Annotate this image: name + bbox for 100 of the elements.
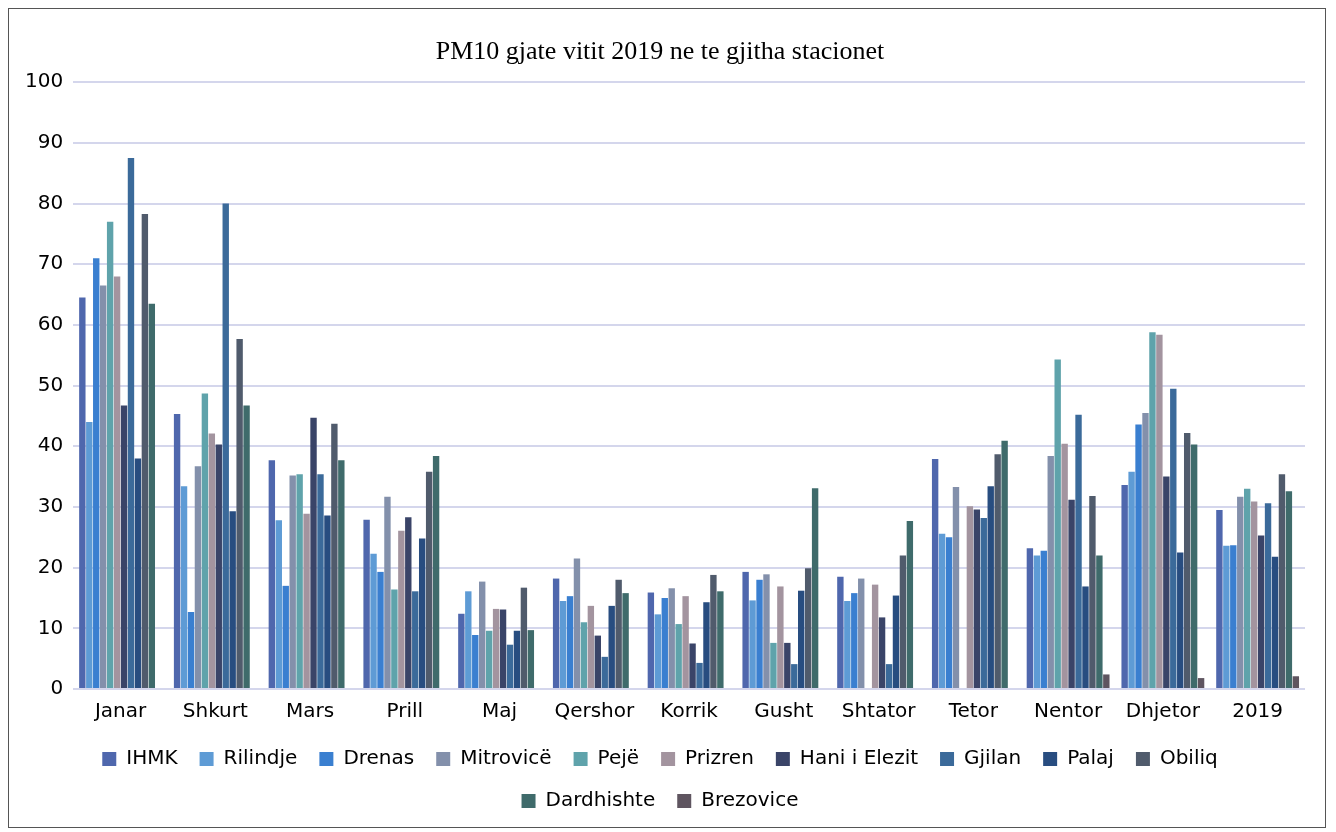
bar bbox=[966, 506, 974, 688]
bar bbox=[987, 486, 994, 688]
y-tick-label: 30 bbox=[37, 493, 64, 518]
bar bbox=[419, 538, 426, 688]
bar bbox=[282, 585, 289, 688]
bar bbox=[559, 601, 567, 688]
bar bbox=[798, 590, 805, 688]
bar bbox=[931, 459, 939, 688]
x-tick-label: Prill bbox=[386, 698, 424, 723]
x-tick-label: Maj bbox=[482, 698, 518, 723]
bar bbox=[1278, 474, 1286, 688]
y-tick-label: 10 bbox=[37, 614, 64, 639]
bar bbox=[405, 517, 412, 688]
bar bbox=[749, 600, 756, 688]
y-tick-label: 70 bbox=[37, 250, 64, 275]
legend-label: Rilindje bbox=[223, 745, 298, 770]
bar bbox=[601, 656, 608, 688]
x-tick-label: Qershor bbox=[554, 698, 636, 723]
bar bbox=[1054, 359, 1061, 688]
legend-label: Pejë bbox=[597, 745, 640, 770]
bar bbox=[804, 568, 812, 688]
bar bbox=[1061, 443, 1068, 688]
bar bbox=[310, 417, 317, 688]
y-tick-label: 0 bbox=[50, 675, 64, 700]
bar bbox=[661, 597, 668, 688]
bar bbox=[1149, 332, 1156, 688]
bar bbox=[696, 662, 703, 688]
bar bbox=[485, 630, 493, 688]
legend-label: Prizren bbox=[685, 745, 754, 770]
bar bbox=[552, 578, 560, 688]
bar bbox=[296, 474, 303, 688]
bar bbox=[1135, 424, 1142, 688]
bar bbox=[1142, 412, 1149, 688]
bar bbox=[1156, 334, 1163, 688]
legend-label: Dardhishte bbox=[545, 787, 656, 812]
bar bbox=[222, 203, 229, 688]
bar bbox=[1244, 488, 1251, 688]
bar bbox=[1190, 444, 1198, 688]
bar bbox=[1121, 485, 1128, 688]
bar bbox=[717, 591, 724, 688]
bar bbox=[777, 586, 784, 688]
bar bbox=[391, 589, 398, 688]
x-tick-label: Shkurt bbox=[182, 698, 248, 723]
x-tick-label: Shtator bbox=[841, 698, 917, 723]
bar bbox=[1264, 503, 1272, 688]
bar bbox=[1047, 455, 1054, 688]
bar bbox=[1271, 556, 1279, 688]
bar bbox=[1163, 476, 1170, 688]
bar bbox=[938, 533, 946, 688]
bar bbox=[1183, 432, 1191, 688]
bar bbox=[871, 584, 879, 688]
bar bbox=[952, 486, 960, 688]
bar bbox=[1285, 491, 1293, 688]
bar bbox=[1223, 545, 1230, 688]
bar bbox=[811, 488, 819, 688]
legend-label: IHMK bbox=[126, 745, 179, 770]
bar bbox=[398, 530, 405, 688]
bar bbox=[763, 574, 770, 688]
bar bbox=[851, 593, 858, 688]
bar bbox=[215, 444, 222, 688]
x-tick-label: Gusht bbox=[754, 698, 814, 723]
bar bbox=[236, 338, 243, 688]
bar bbox=[324, 515, 331, 688]
bar bbox=[791, 664, 798, 688]
bar bbox=[384, 496, 391, 688]
bar bbox=[194, 466, 202, 688]
bar bbox=[647, 592, 655, 688]
bar bbox=[703, 602, 710, 688]
bar bbox=[93, 258, 100, 688]
bar bbox=[1250, 501, 1258, 688]
bar bbox=[412, 591, 419, 688]
bar bbox=[1257, 535, 1265, 688]
bar bbox=[201, 393, 209, 688]
bar bbox=[580, 622, 588, 688]
bar bbox=[513, 630, 521, 688]
x-tick-label: Mars bbox=[285, 698, 335, 723]
bar bbox=[844, 601, 851, 688]
bar bbox=[127, 158, 135, 688]
bar bbox=[878, 617, 886, 688]
bar bbox=[506, 644, 514, 688]
bar bbox=[770, 642, 777, 688]
bar bbox=[945, 537, 953, 688]
bar bbox=[79, 297, 86, 688]
bar bbox=[289, 475, 296, 688]
bar bbox=[106, 221, 114, 688]
bar bbox=[425, 471, 433, 688]
bar bbox=[837, 576, 844, 688]
bar bbox=[1216, 509, 1223, 688]
bar bbox=[208, 433, 216, 688]
bar bbox=[784, 642, 791, 688]
bar bbox=[472, 635, 479, 688]
bar bbox=[1230, 545, 1237, 688]
bar bbox=[363, 519, 370, 688]
legend-label: Hani i Elezit bbox=[799, 745, 919, 770]
bar bbox=[668, 588, 675, 688]
bar bbox=[180, 486, 188, 688]
bar bbox=[499, 609, 507, 688]
bar bbox=[148, 303, 156, 688]
bar bbox=[268, 460, 276, 688]
bar bbox=[973, 509, 981, 688]
